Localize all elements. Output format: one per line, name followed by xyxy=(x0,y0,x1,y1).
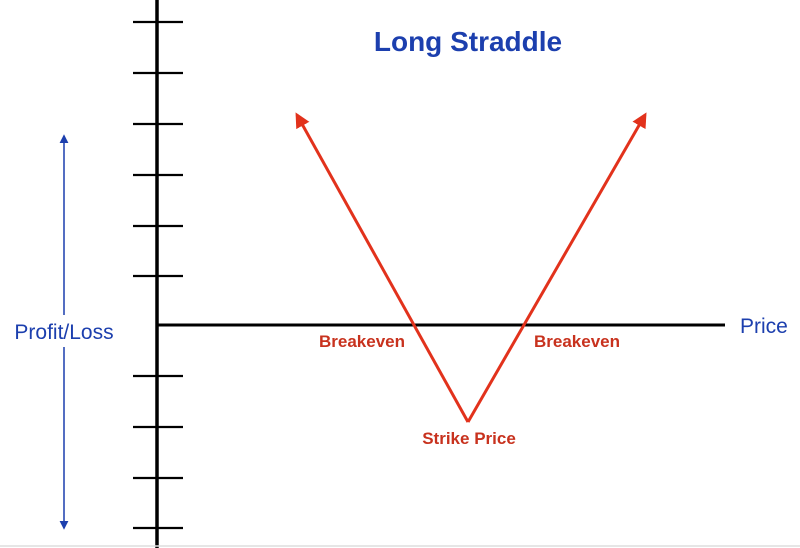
breakeven-right-label: Breakeven xyxy=(534,332,620,351)
y-axis-label-backdrop xyxy=(4,315,124,347)
payoff-right-leg xyxy=(466,112,647,423)
payoff-left-leg xyxy=(295,112,470,423)
y-axis-ticks xyxy=(133,20,183,530)
breakeven-left-label: Breakeven xyxy=(319,332,405,351)
y-axis-label: Profit/Loss xyxy=(14,321,113,344)
strike-price-label: Strike Price xyxy=(422,429,516,448)
diagram-title: Long Straddle xyxy=(374,26,562,57)
x-axis-label: Price xyxy=(740,315,788,338)
